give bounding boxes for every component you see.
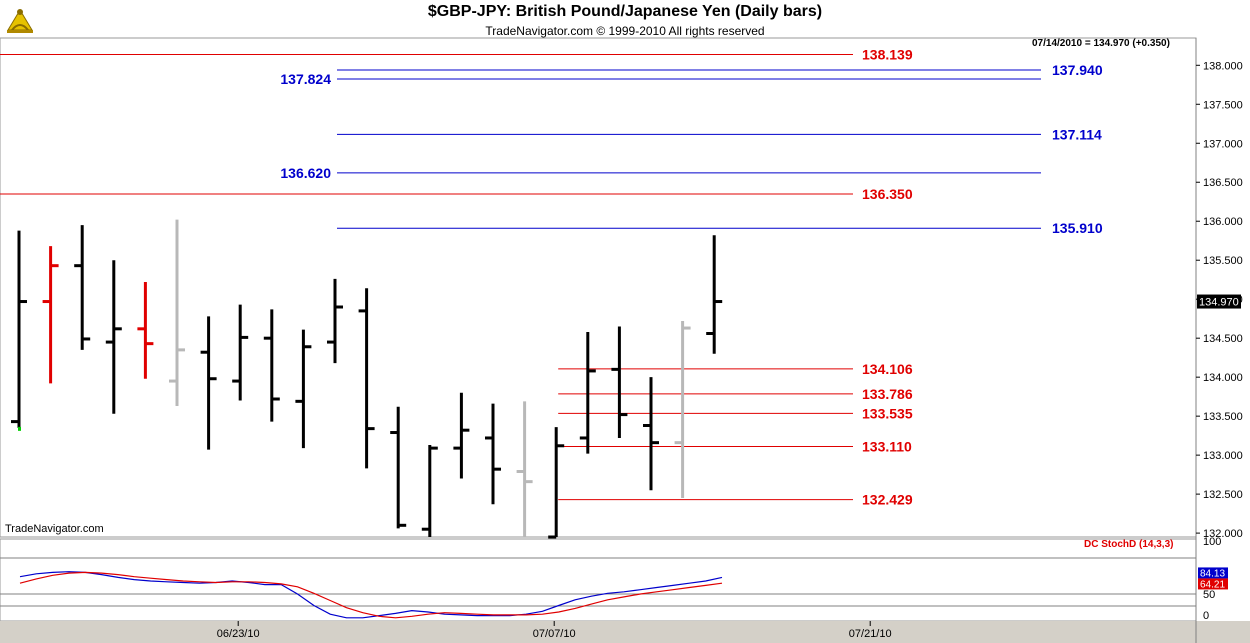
stoch-tick-label: 0: [1203, 610, 1209, 622]
last-quote: 07/14/2010 = 134.970 (+0.350): [1032, 38, 1170, 49]
stoch-tick-label: 100: [1203, 536, 1221, 548]
y-tick-label: 136.500: [1203, 177, 1243, 189]
level-label: 137.824: [280, 71, 331, 87]
x-tick-label: 07/21/10: [849, 628, 892, 640]
price-panel: [0, 37, 1197, 538]
stoch-series-line: [19, 571, 723, 619]
y-tick-label: 133.500: [1203, 411, 1243, 423]
y-tick-label: 132.000: [1203, 528, 1243, 540]
y-tick-label: 135.500: [1203, 255, 1243, 267]
last-price-box: [1197, 294, 1241, 309]
chart-title: $GBP-JPY: British Pound/Japanese Yen (Da…: [427, 3, 823, 20]
stoch-series-line: [19, 571, 723, 619]
last-price-label: 134.970: [1199, 297, 1239, 309]
y-tick-label: 137.000: [1203, 138, 1243, 150]
level-label: 133.786: [862, 386, 913, 402]
low-marker: [18, 426, 21, 431]
y-tick-label: 132.500: [1203, 489, 1243, 501]
y-tick-label: 133.000: [1203, 450, 1243, 462]
y-tick-label: 134.000: [1203, 372, 1243, 384]
x-tick-label: 06/23/10: [217, 628, 260, 640]
y-tick-label: 136.000: [1203, 216, 1243, 228]
level-label: 135.910: [1052, 220, 1103, 236]
level-label: 138.139: [862, 46, 913, 62]
level-label: 133.535: [862, 405, 913, 421]
level-label: 132.429: [862, 492, 913, 508]
chart-subtitle: TradeNavigator.com © 1999-2010 All right…: [485, 24, 765, 38]
y-tick-label: 134.500: [1203, 333, 1243, 345]
sextant-logo-icon: [4, 4, 36, 36]
stoch-panel: [0, 538, 1197, 622]
x-tick-label: 07/07/10: [533, 628, 576, 640]
stoch-tick-label: 50: [1203, 589, 1215, 601]
y-tick-label: 138.000: [1203, 60, 1243, 72]
stoch-value-label: 84.13: [1200, 568, 1225, 579]
level-label: 133.110: [862, 439, 912, 455]
level-label: 134.106: [862, 361, 913, 377]
y-tick-label: 137.500: [1203, 99, 1243, 111]
date-axis-band: [0, 621, 1250, 643]
level-label: 137.940: [1052, 62, 1103, 78]
level-label: 136.620: [280, 165, 331, 181]
level-label: 137.114: [1052, 126, 1102, 142]
stoch-label: DC StochD (14,3,3): [1084, 539, 1174, 550]
level-label: 136.350: [862, 186, 913, 202]
stoch-value-box: [1198, 578, 1228, 590]
watermark: TradeNavigator.com: [5, 523, 104, 535]
stoch-value-box: [1198, 567, 1228, 579]
stoch-value-label: 64.21: [1200, 579, 1225, 590]
